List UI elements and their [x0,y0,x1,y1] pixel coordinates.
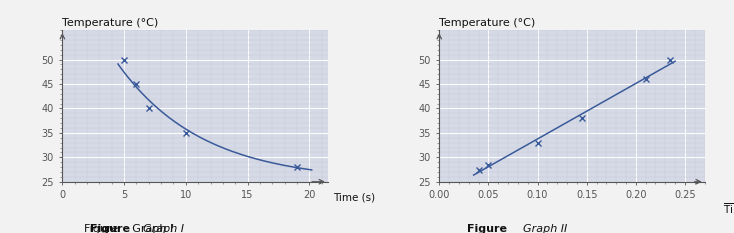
Text: Graph II: Graph II [523,224,567,233]
Text: Temperature (°C): Temperature (°C) [439,18,536,28]
Text: Temperature (°C): Temperature (°C) [62,18,159,28]
Text: Figure: Figure [467,224,507,233]
Text: Figure    Graph I: Figure Graph I [84,224,173,233]
Text: Time (s): Time (s) [333,192,375,202]
Text: Graph I: Graph I [142,224,184,233]
Text: Figure: Figure [90,224,130,233]
Text: $\dfrac{1}{\mathrm{Time}}\,(\mathrm{s}^{-1})$: $\dfrac{1}{\mathrm{Time}}\,(\mathrm{s}^{… [723,192,734,216]
